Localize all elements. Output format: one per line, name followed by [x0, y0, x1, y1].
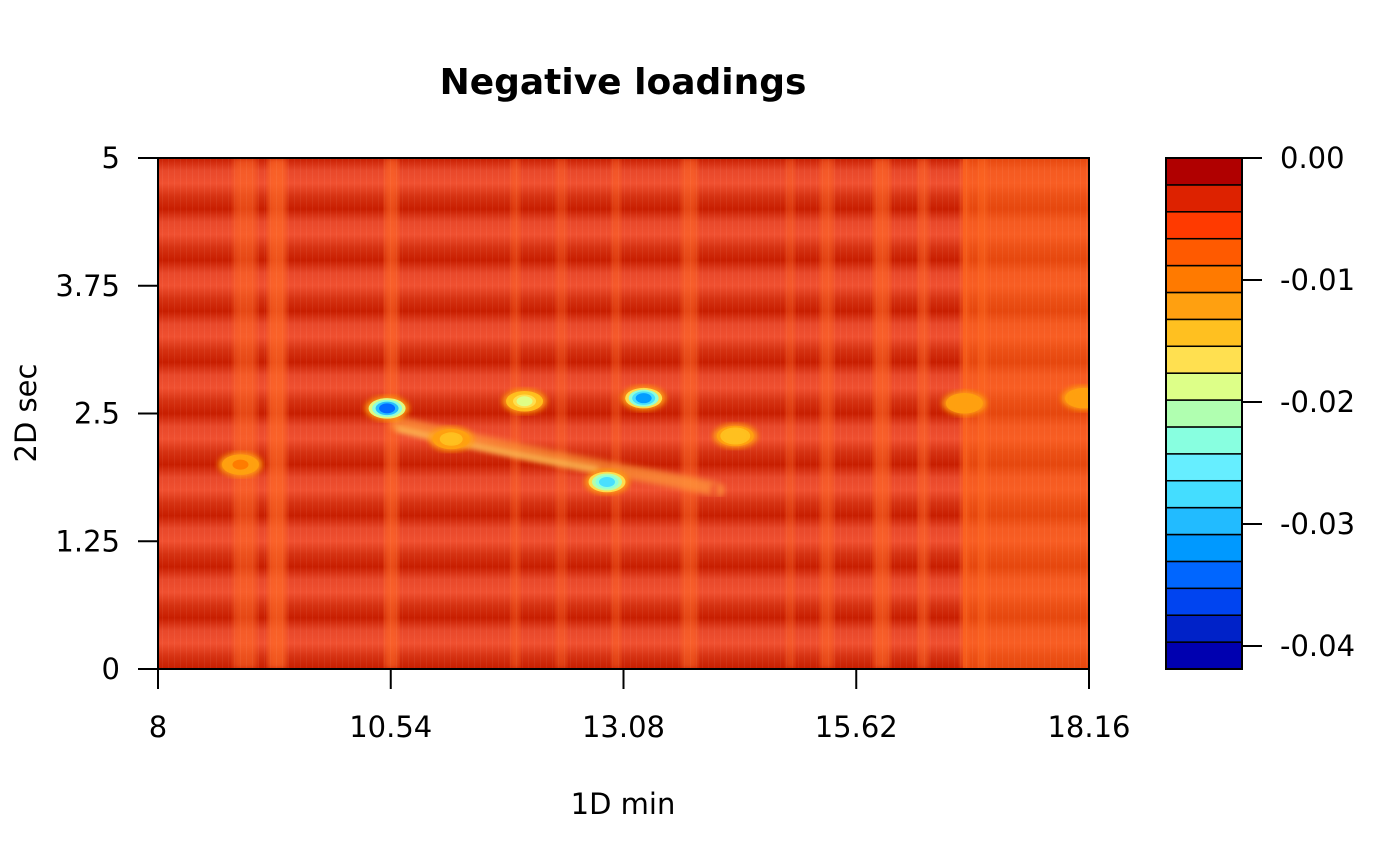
x-tick-label: 13.08: [582, 710, 665, 744]
y-tick-label: 3.75: [55, 269, 120, 303]
colorbar-tick-label: -0.01: [1280, 263, 1355, 297]
y-axis-label: 2D sec: [9, 364, 43, 463]
colorbar-swatch: [1165, 506, 1243, 536]
colorbar-tick-label: 0.00: [1280, 141, 1345, 175]
x-tick-label: 8: [149, 710, 167, 744]
colorbar-tick-label: -0.04: [1280, 629, 1355, 663]
colorbar-swatch: [1165, 479, 1243, 509]
colorbar-swatch: [1165, 426, 1243, 455]
colorbar-swatch: [1165, 184, 1243, 213]
colorbar-tick-label: -0.02: [1280, 385, 1355, 419]
feature-peak: [713, 423, 758, 448]
diagonal-ridge-core: [395, 426, 599, 473]
feature-peak: [621, 386, 666, 411]
colorbar-swatch: [1165, 641, 1243, 670]
colorbar-swatch: [1165, 157, 1243, 186]
colorbar-swatch: [1165, 345, 1243, 374]
y-axis: 0 1.25 2.5 3.75 5: [55, 141, 158, 686]
feature-peak: [585, 469, 630, 494]
feature-peak: [429, 427, 474, 452]
colorbar-swatch: [1165, 372, 1243, 401]
plot-area: [157, 157, 1090, 670]
feature-peak: [1061, 386, 1089, 411]
x-axis-label: 1D min: [571, 787, 676, 821]
colorbar-swatch: [1165, 291, 1243, 321]
colorbar-swatch: [1165, 587, 1243, 616]
feature-peak: [218, 452, 263, 477]
fine-vertical-lines: [158, 158, 1089, 669]
colorbar-swatch: [1165, 533, 1243, 563]
colorbar: 0.00 -0.01 -0.02 -0.03 -0.04: [1165, 141, 1355, 670]
x-tick-label: 10.54: [349, 710, 432, 744]
x-tick-label: 15.62: [815, 710, 898, 744]
x-tick-label: 18.16: [1047, 710, 1130, 744]
y-tick-label: 0: [102, 652, 120, 686]
colorbar-swatch: [1165, 614, 1243, 643]
y-tick-label: 5: [102, 141, 120, 175]
colorbar-swatch: [1165, 237, 1243, 267]
feature-peak: [365, 396, 410, 421]
colorbar-tick-label: -0.03: [1280, 507, 1355, 541]
y-tick-label: 1.25: [55, 524, 120, 558]
colorbar-swatch: [1165, 399, 1243, 428]
colorbar-swatch: [1165, 560, 1243, 590]
colorbar-swatch: [1165, 264, 1243, 294]
x-axis: 8 10.54 13.08 15.62 18.16: [149, 669, 1131, 744]
colorbar-frame: [1165, 157, 1243, 670]
y-tick-label: 2.5: [74, 397, 120, 431]
chart-title: Negative loadings: [440, 62, 807, 103]
feature-peak: [942, 391, 987, 416]
colorbar-swatch: [1165, 211, 1243, 240]
colorbar-swatch: [1165, 318, 1243, 348]
heatmap-features: [218, 386, 1089, 498]
feature-peak: [502, 389, 547, 414]
colorbar-swatch: [1165, 453, 1243, 482]
